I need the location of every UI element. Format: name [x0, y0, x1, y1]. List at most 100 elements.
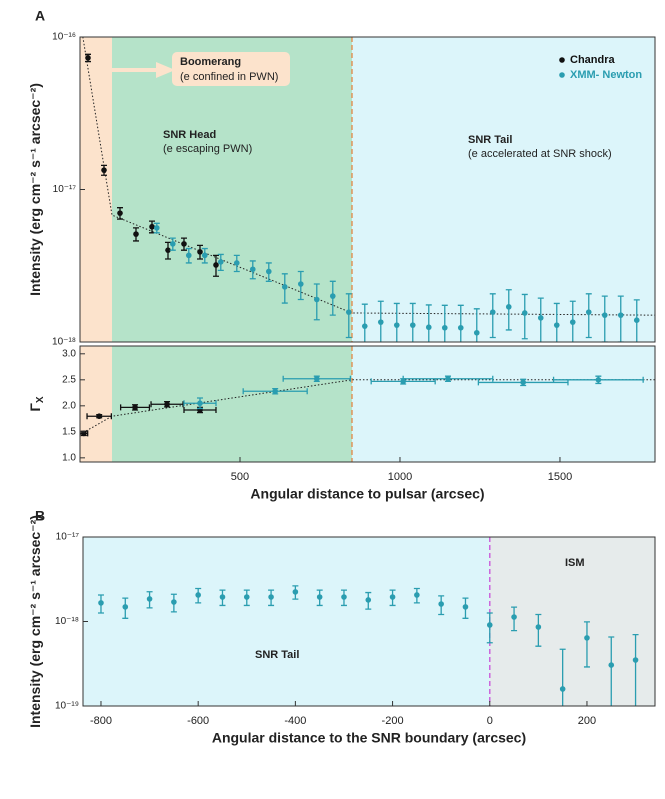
data-point — [361, 323, 368, 329]
error-bar — [409, 302, 416, 342]
data-point — [521, 310, 528, 316]
error-bar — [377, 300, 384, 342]
data-point — [585, 309, 592, 315]
error-bar — [457, 304, 464, 342]
data-point — [617, 312, 624, 318]
error-bar — [489, 293, 496, 339]
data-point — [165, 247, 171, 253]
region — [111, 346, 352, 462]
data-point — [98, 600, 104, 606]
y-axis-label-sub: X — [35, 396, 46, 403]
data-point — [462, 604, 469, 610]
x-tick-label: 1500 — [548, 471, 572, 483]
data-point — [445, 375, 451, 382]
data-point — [341, 594, 347, 600]
error-bar — [361, 303, 368, 342]
error-bar — [601, 295, 608, 342]
data-point — [569, 319, 576, 325]
data-point — [313, 375, 320, 382]
data-point — [505, 304, 512, 310]
data-point — [425, 324, 432, 331]
legend-label: XMM- Newton — [570, 69, 642, 81]
x-tick-label: 0 — [487, 715, 493, 727]
data-point — [595, 377, 602, 383]
callout-arrow — [112, 62, 176, 78]
data-point — [345, 309, 352, 315]
error-bar — [535, 613, 542, 647]
data-point — [329, 293, 336, 299]
legend-marker — [559, 57, 565, 63]
data-point — [265, 268, 272, 275]
data-point — [393, 322, 400, 328]
panel-label: A — [35, 8, 45, 24]
y-tick-label: 10⁻¹⁸ — [52, 337, 76, 348]
error-bar — [393, 302, 400, 342]
annotation: (e confined in PWN) — [180, 71, 278, 83]
error-bar — [473, 308, 480, 342]
plot-area — [80, 346, 655, 462]
data-point — [438, 601, 444, 607]
data-point — [632, 657, 639, 663]
data-point — [473, 329, 480, 336]
y-axis-label: Intensity (erg cm⁻² s⁻¹ arcsec⁻²) — [27, 83, 43, 296]
plot-area — [83, 537, 655, 706]
error-bar — [569, 300, 576, 342]
data-point — [535, 624, 542, 630]
data-point — [181, 241, 187, 247]
data-point — [268, 594, 274, 600]
data-point — [389, 594, 396, 600]
data-point — [153, 225, 160, 231]
data-point — [217, 259, 224, 265]
model-line — [82, 37, 655, 316]
error-bar — [521, 293, 528, 340]
data-point — [281, 284, 288, 290]
error-bar — [486, 612, 493, 644]
error-bar — [632, 633, 639, 706]
x-tick-label: 500 — [231, 471, 249, 483]
panel-label: B — [35, 508, 45, 524]
data-point — [297, 281, 304, 287]
data-point — [377, 319, 384, 325]
annotation: SNR Tail — [255, 649, 299, 661]
axes-frame — [79, 345, 656, 463]
data-point — [133, 231, 139, 237]
data-point — [243, 594, 250, 600]
error-bar — [585, 293, 592, 339]
data-point — [164, 401, 170, 408]
annotation: (e escaping PWN) — [163, 143, 252, 155]
data-point — [197, 400, 203, 407]
legend-label: Chandra — [570, 54, 616, 66]
annotation: SNR Head — [163, 129, 216, 141]
error-bar — [345, 293, 352, 339]
x-tick-label: 200 — [578, 715, 596, 727]
data-point — [195, 592, 201, 598]
y-tick-label: 3.0 — [62, 348, 76, 359]
data-point — [149, 223, 155, 230]
y-axis-label: ΓX — [27, 396, 46, 411]
region — [351, 346, 655, 462]
annotation: Boomerang — [180, 56, 241, 68]
x-tick-label: -600 — [187, 715, 209, 727]
data-point — [117, 210, 123, 216]
data-point — [520, 379, 526, 386]
data-point — [219, 594, 226, 600]
data-point — [213, 262, 219, 268]
data-point — [171, 599, 177, 605]
y-axis-label: Intensity (erg cm⁻² s⁻¹ arcsec⁻²) — [27, 515, 43, 728]
x-tick-label: -200 — [382, 715, 404, 727]
y-axis-label-main: Intensity (erg cm⁻² s⁻¹ arcsec⁻²) — [27, 83, 43, 296]
region — [80, 346, 112, 462]
error-bar — [608, 636, 615, 706]
y-tick-label: 2.5 — [62, 374, 76, 385]
plot-area — [80, 37, 655, 342]
data-point — [101, 167, 107, 173]
error-bar — [553, 302, 560, 342]
data-point — [365, 597, 372, 603]
error-bar — [441, 304, 448, 342]
data-point — [601, 312, 608, 318]
annotation: ISM — [565, 557, 585, 569]
legend-marker — [559, 72, 565, 78]
error-bar — [617, 295, 624, 342]
data-point — [185, 252, 192, 259]
